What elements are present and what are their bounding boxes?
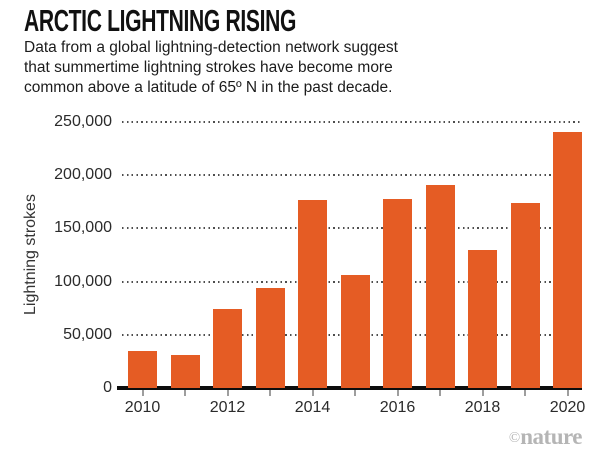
x-axis-line bbox=[117, 386, 582, 390]
x-axis-tick bbox=[524, 390, 526, 396]
x-axis-tick bbox=[141, 390, 144, 396]
bar bbox=[510, 202, 540, 388]
x-tick-label: 2018 bbox=[464, 399, 501, 416]
x-axis-tick bbox=[396, 390, 399, 396]
y-tick-label: 50,000 bbox=[63, 325, 112, 343]
x-axis-tick bbox=[439, 390, 441, 396]
x-tick-label: 2020 bbox=[549, 399, 586, 416]
gridline bbox=[122, 174, 582, 177]
y-tick-label: 0 bbox=[103, 379, 112, 396]
chart-title: ARCTIC LIGHTNING RISING bbox=[24, 3, 297, 38]
bar bbox=[425, 184, 455, 388]
y-tick-label: 250,000 bbox=[54, 113, 112, 130]
bar bbox=[213, 309, 242, 388]
bar bbox=[340, 275, 370, 388]
x-axis-tick bbox=[269, 390, 271, 396]
bar bbox=[170, 355, 200, 388]
chart-subtitle: Data from a global lightning-detection n… bbox=[24, 38, 398, 98]
gridline bbox=[122, 227, 582, 230]
x-tick-label: 2016 bbox=[379, 399, 416, 416]
bar bbox=[255, 288, 285, 388]
subtitle-line: common above a latitude of 65º N in the … bbox=[24, 79, 393, 96]
x-axis-tick bbox=[481, 390, 484, 396]
y-axis-title: Lightning strokes bbox=[22, 194, 39, 316]
bar bbox=[383, 198, 412, 388]
y-tick-label: 150,000 bbox=[54, 219, 112, 237]
y-tick-label: 200,000 bbox=[54, 166, 112, 184]
subtitle-line: Data from a global lightning-detection n… bbox=[24, 39, 398, 56]
x-axis-tick bbox=[226, 390, 229, 396]
gridline bbox=[122, 121, 582, 123]
y-tick-label: 100,000 bbox=[54, 272, 112, 290]
bar bbox=[128, 350, 157, 388]
plot-area bbox=[117, 121, 582, 390]
x-axis-tick bbox=[184, 390, 186, 396]
copyright-icon: © bbox=[508, 430, 521, 446]
nature-credit: ©nature bbox=[508, 424, 583, 450]
bar bbox=[298, 199, 327, 388]
nature-logo: nature bbox=[520, 424, 582, 449]
x-tick-label: 2012 bbox=[209, 399, 246, 416]
x-tick-label: 2014 bbox=[294, 399, 331, 416]
subtitle-line: that summertime lightning strokes have b… bbox=[24, 59, 393, 76]
x-tick-label: 2010 bbox=[124, 399, 161, 416]
bar bbox=[553, 131, 582, 388]
x-axis-tick bbox=[311, 390, 314, 396]
bar bbox=[468, 249, 497, 388]
x-axis-tick bbox=[566, 390, 569, 396]
x-axis-tick bbox=[354, 390, 356, 396]
